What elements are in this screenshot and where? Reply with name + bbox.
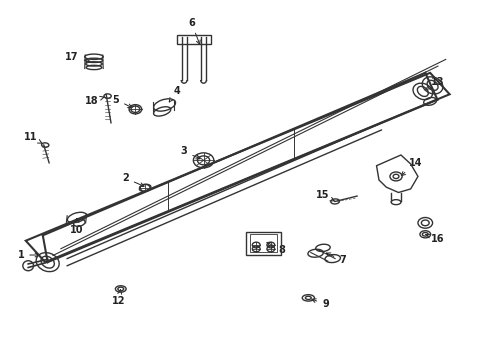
- Text: 5: 5: [113, 95, 132, 108]
- Text: 12: 12: [112, 290, 125, 306]
- Text: 17: 17: [65, 52, 90, 63]
- Text: 1: 1: [18, 250, 39, 260]
- Text: 4: 4: [169, 86, 180, 102]
- Text: 10: 10: [70, 219, 84, 235]
- Text: 18: 18: [85, 96, 104, 106]
- Text: 9: 9: [312, 299, 329, 309]
- Text: 6: 6: [188, 18, 200, 44]
- Text: 7: 7: [326, 253, 346, 265]
- Text: 8: 8: [267, 242, 285, 255]
- Text: 14: 14: [401, 158, 422, 176]
- Text: 2: 2: [122, 173, 144, 186]
- Text: 3: 3: [181, 147, 200, 159]
- Text: 15: 15: [316, 190, 335, 201]
- Text: 11: 11: [24, 132, 43, 144]
- Text: 16: 16: [425, 234, 444, 244]
- Text: 13: 13: [425, 77, 444, 90]
